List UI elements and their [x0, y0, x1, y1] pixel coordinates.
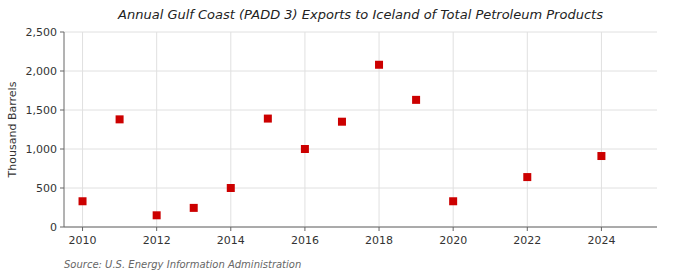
tick-label: 2024 — [587, 234, 615, 247]
tick-mark — [527, 227, 528, 231]
tick-mark — [230, 227, 231, 231]
grid-line — [527, 32, 528, 227]
point — [116, 115, 124, 123]
grid-line — [64, 32, 657, 33]
grid-line — [64, 188, 657, 189]
tick-mark — [379, 227, 380, 231]
grid-line — [230, 32, 231, 227]
tick-label: 2014 — [217, 234, 245, 247]
points — [79, 61, 606, 220]
point — [338, 118, 346, 126]
tick-mark — [60, 71, 64, 72]
source-note: Source: U.S. Energy Information Administ… — [64, 259, 301, 270]
point — [190, 204, 198, 212]
grid-line — [64, 71, 657, 72]
point — [375, 61, 383, 69]
grid-line — [156, 32, 157, 227]
tick-mark — [304, 227, 305, 231]
point — [79, 197, 87, 205]
y-axis-line — [64, 32, 65, 227]
tick-label: 0 — [50, 221, 57, 234]
tick-label: 2022 — [513, 234, 541, 247]
tick-label: 2010 — [69, 234, 97, 247]
tick-label: 2016 — [291, 234, 319, 247]
tick-label: 2020 — [439, 234, 467, 247]
point — [597, 152, 605, 160]
grid-line — [304, 32, 305, 227]
grid-line — [64, 149, 657, 150]
point — [153, 211, 161, 219]
tick-mark — [60, 110, 64, 111]
tick-label: 2,500 — [26, 26, 58, 39]
y-axis-label: Thousand Barrels — [6, 81, 19, 178]
background — [0, 0, 675, 275]
tick-mark — [601, 227, 602, 231]
tick-mark — [156, 227, 157, 231]
title: Annual Gulf Coast (PADD 3) Exports to Ic… — [117, 7, 603, 22]
tick-mark — [60, 32, 64, 33]
tick-mark — [82, 227, 83, 231]
point — [523, 173, 531, 181]
point — [412, 96, 420, 104]
point — [449, 197, 457, 205]
tick-label: 1,000 — [26, 143, 58, 156]
tick-mark — [453, 227, 454, 231]
point — [264, 115, 272, 123]
point — [227, 184, 235, 192]
tick-label: 2012 — [143, 234, 171, 247]
tick-label: 1,500 — [26, 104, 58, 117]
grid-line — [601, 32, 602, 227]
x-axis-line — [64, 227, 657, 228]
grid-line — [64, 227, 657, 228]
tick-mark — [60, 149, 64, 150]
tick-label: 500 — [36, 182, 57, 195]
tick-mark — [60, 188, 64, 189]
point — [301, 145, 309, 153]
grid-line — [64, 110, 657, 111]
tick-mark — [60, 227, 64, 228]
tick-label: 2,000 — [26, 65, 58, 78]
tick-label: 2018 — [365, 234, 393, 247]
